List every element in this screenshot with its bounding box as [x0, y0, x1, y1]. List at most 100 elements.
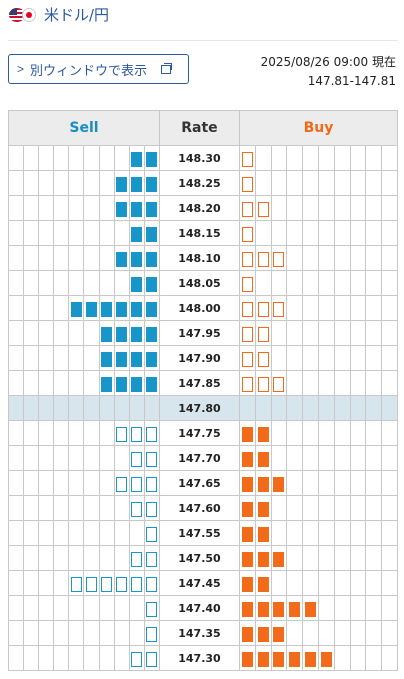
sell-order-block [131, 451, 143, 467]
sell-cell [23, 420, 40, 446]
sell-cell [128, 295, 145, 321]
sell-cell [53, 320, 70, 346]
buy-order-block [273, 301, 285, 317]
sell-cell [7, 295, 25, 321]
sell-cell [38, 395, 55, 421]
buy-cell [238, 220, 256, 246]
buy-cell [270, 595, 288, 621]
sell-cell [98, 520, 115, 546]
us-flag-icon [9, 8, 25, 22]
buy-order-block [273, 251, 285, 267]
order-book-row: 148.20 [7, 195, 399, 221]
rate-cell: 148.05 [158, 270, 240, 296]
order-book-row: 147.75 [7, 420, 399, 446]
sell-cell [113, 170, 130, 196]
buy-order-block [241, 526, 253, 542]
buy-order-block [273, 551, 285, 567]
sell-cell [143, 595, 160, 621]
sell-cell [128, 220, 145, 246]
sell-order-block [146, 326, 158, 342]
sell-cell [53, 395, 70, 421]
sell-cell [113, 145, 130, 171]
order-book-row: 148.10 [7, 245, 399, 271]
buy-cell [365, 195, 383, 221]
sell-cell [23, 395, 40, 421]
sell-cell [23, 220, 40, 246]
buy-cell [317, 445, 335, 471]
sell-cell [143, 370, 160, 396]
buy-order-block [241, 501, 253, 517]
buy-cell [365, 145, 383, 171]
buy-cell [333, 220, 351, 246]
buy-cell [381, 595, 399, 621]
buy-cell [333, 445, 351, 471]
buy-cell [254, 595, 272, 621]
sell-cell [83, 170, 100, 196]
sell-order-block [131, 576, 143, 592]
buy-cell [270, 245, 288, 271]
buy-cell [270, 470, 288, 496]
pair-title: 米ドル/円 [44, 6, 110, 24]
buy-cell [381, 620, 399, 646]
sell-order-block [101, 576, 113, 592]
sell-cell [143, 645, 160, 671]
sell-cell [23, 295, 40, 321]
buy-cell [317, 370, 335, 396]
sell-cell [128, 645, 145, 671]
sell-order-block [131, 201, 143, 217]
sell-cell [23, 620, 40, 646]
order-book-row: 148.25 [7, 170, 399, 196]
sell-cell [53, 620, 70, 646]
sell-cell [53, 245, 70, 271]
buy-cell [349, 620, 367, 646]
rate-cell: 148.00 [158, 295, 240, 321]
sell-cell [68, 420, 85, 446]
sell-order-block [146, 226, 158, 242]
buy-order-block [241, 201, 253, 217]
sell-cell [7, 445, 25, 471]
sell-cell [113, 345, 130, 371]
buy-cell [365, 270, 383, 296]
buy-cell [381, 445, 399, 471]
sell-cell [53, 295, 70, 321]
sell-cell [113, 495, 130, 521]
sell-cell [143, 495, 160, 521]
buy-cell [238, 620, 256, 646]
buy-cell [365, 645, 383, 671]
bid-ask-price: 147.81-147.81 [307, 74, 396, 88]
sell-order-block [116, 176, 128, 192]
sell-cell [68, 395, 85, 421]
buy-cell [349, 445, 367, 471]
sell-cell [128, 620, 145, 646]
buy-cell [270, 445, 288, 471]
sell-column-header: Sell [8, 110, 160, 146]
sell-cell [23, 195, 40, 221]
buy-cell [270, 620, 288, 646]
sell-cell [83, 620, 100, 646]
buy-cell [349, 495, 367, 521]
buy-cell [317, 620, 335, 646]
buy-cell [317, 520, 335, 546]
sell-cell [128, 170, 145, 196]
sell-cell [53, 170, 70, 196]
sell-cell [53, 145, 70, 171]
open-new-window-button[interactable]: > 別ウィンドウで表示 [8, 54, 189, 84]
sell-cell [23, 645, 40, 671]
buy-cell [302, 470, 319, 496]
buy-cell [349, 295, 367, 321]
sell-cell [128, 520, 145, 546]
sell-order-block [131, 251, 143, 267]
buy-cell [333, 545, 351, 571]
buy-cell [286, 345, 304, 371]
buy-cell [238, 320, 256, 346]
sell-cell [98, 570, 115, 596]
buy-order-block [257, 601, 269, 617]
buy-cell [381, 220, 399, 246]
buy-cell [254, 345, 272, 371]
buy-cell [302, 495, 319, 521]
buy-cell [238, 170, 256, 196]
sell-cell [143, 245, 160, 271]
sell-order-block [131, 301, 143, 317]
buy-cell [254, 445, 272, 471]
buy-cell [238, 470, 256, 496]
